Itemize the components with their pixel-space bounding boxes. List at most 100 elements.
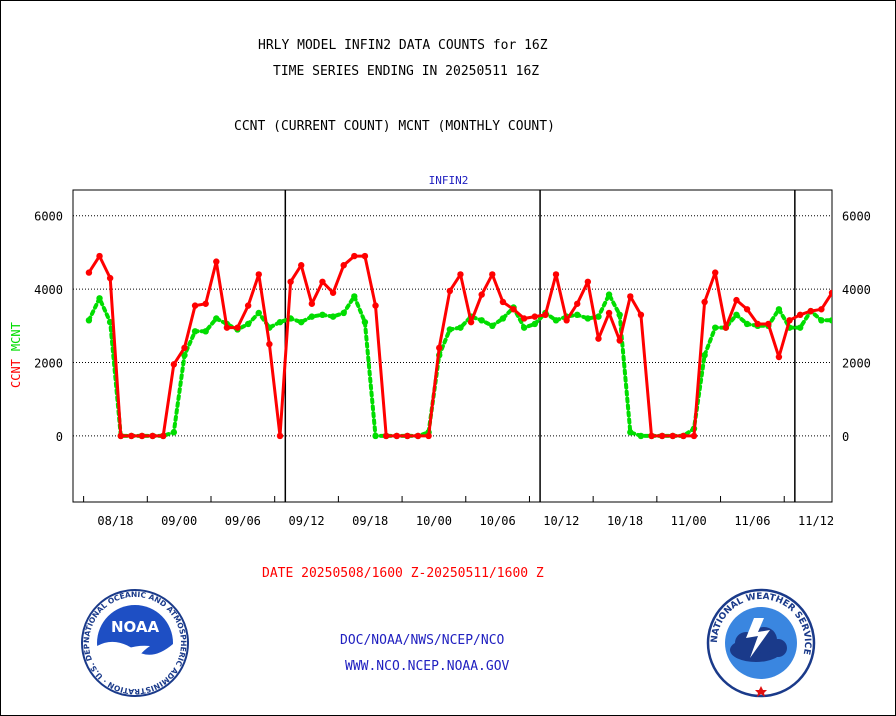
y-tick-label-right: 6000 [842,210,871,224]
y-tick-label-right: 4000 [842,283,871,297]
series-ccnt [85,252,867,440]
data-point-ccnt [616,337,623,344]
data-point-ccnt [520,315,528,322]
data-point-ccnt [510,306,517,313]
y-tick-label-left: 6000 [34,210,63,224]
series-legend-description: CCNT (CURRENT COUNT) MCNT (MONTHLY COUNT… [234,119,555,134]
data-point-mcnt [616,311,623,318]
x-tick-label: 10/12 [543,514,579,528]
data-point-mcnt [340,309,347,317]
data-point-mcnt [478,317,485,324]
data-point-mcnt [372,432,379,440]
data-point-mcnt [85,317,93,324]
axes [72,189,833,503]
data-point-ccnt [382,432,390,440]
data-point-ccnt [712,269,719,276]
data-point-ccnt [287,278,294,285]
data-point-ccnt [818,306,825,313]
data-point-ccnt [563,317,570,324]
data-point-mcnt [329,313,337,320]
data-point-mcnt [775,306,783,313]
data-point-ccnt [340,262,347,269]
data-point-ccnt [701,298,708,306]
data-point-mcnt [202,328,209,335]
y-tick-label-right: 0 [842,430,849,444]
data-point-ccnt [181,344,188,352]
data-point-ccnt [467,318,475,326]
data-point-mcnt [181,351,188,359]
data-point-ccnt [478,291,485,298]
data-point-mcnt [276,318,284,326]
vertical-dividers [284,190,796,502]
x-tick-label: 11/06 [734,514,770,528]
data-point-ccnt [627,293,634,300]
data-point-mcnt [552,317,560,324]
tick-labels: 0 0 2000 2000 4000 4000 6000 6000 08/18 09/00 09/0… [9,174,871,528]
data-point-ccnt [680,432,687,440]
org-link[interactable]: DOC/NOAA/NWS/NCEP/NCO [340,633,505,648]
data-point-ccnt [96,252,103,260]
data-point-ccnt [839,321,845,327]
x-tick-label: 09/12 [288,514,324,528]
y-axis-label-part: CCNT [9,359,23,388]
data-point-ccnt [244,302,252,309]
data-point-ccnt [361,252,369,260]
data-point-ccnt [786,317,793,324]
data-point-mcnt [298,318,305,326]
data-point-ccnt [754,320,761,328]
data-point-mcnt [574,311,581,318]
data-point-mcnt [733,311,740,318]
data-point-ccnt [160,432,167,440]
data-point-ccnt [850,330,856,336]
data-point-ccnt [861,341,867,347]
data-point-ccnt [765,320,772,328]
data-point-ccnt [648,432,655,440]
data-point-ccnt [690,432,698,440]
data-point-mcnt [712,324,719,331]
data-point-ccnt [393,432,400,440]
data-point-ccnt [436,344,443,352]
x-tick-label: 09/06 [225,514,261,528]
chart-subtitle: TIME SERIES ENDING IN 20250511 16Z [273,64,540,79]
data-point-mcnt [818,317,825,324]
data-point-ccnt [595,335,602,342]
data-point-ccnt [266,340,273,348]
data-point-mcnt [319,311,326,318]
x-tick-label: 10/18 [607,514,643,528]
data-point-ccnt [552,271,560,278]
data-point-ccnt [457,271,464,278]
data-point-ccnt [191,302,199,309]
seagull-icon [110,645,150,668]
data-point-ccnt [234,324,241,331]
data-point-mcnt [361,318,369,326]
data-point-mcnt [191,328,199,335]
data-point-mcnt [531,320,538,328]
website-link[interactable]: WWW.NCO.NCEP.NOAA.GOV [345,659,510,674]
data-point-mcnt [828,317,832,324]
data-point-ccnt [775,353,783,361]
x-tick-label: 10/00 [416,514,452,528]
data-point-ccnt [658,432,666,440]
data-point-mcnt [595,313,602,320]
series-line-ccnt [87,254,832,438]
gridlines [73,215,832,437]
data-point-mcnt [796,324,804,331]
x-tick-label: 11/00 [671,514,707,528]
data-point-ccnt [149,432,156,440]
data-point-mcnt [499,315,507,322]
data-point-ccnt [85,269,93,276]
x-tick-label: 09/00 [161,514,197,528]
y-tick-label-right: 2000 [842,357,871,371]
data-point-mcnt [308,313,316,320]
data-point-mcnt [743,320,751,328]
data-point-ccnt [351,252,358,260]
data-point-ccnt [584,278,592,285]
data-point-mcnt [637,432,645,440]
series-line-mcnt [86,292,832,438]
data-point-mcnt [255,309,262,317]
data-point-mcnt [457,324,464,331]
data-point-ccnt [446,287,454,295]
data-point-mcnt [446,326,454,333]
data-point-ccnt [637,311,645,318]
